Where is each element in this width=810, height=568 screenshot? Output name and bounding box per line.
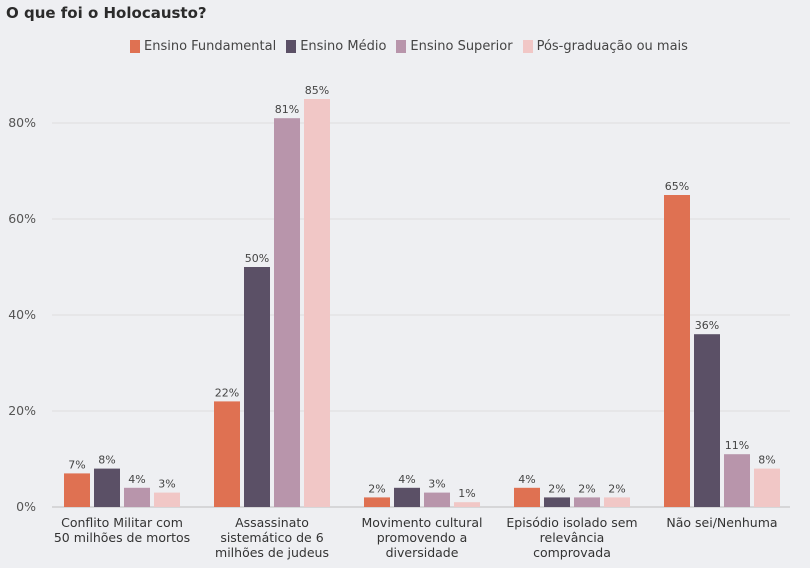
bar-value-label: 3% — [158, 478, 175, 491]
category-label: Episódio isolado sem relevância comprovada — [506, 515, 637, 560]
bar — [724, 454, 750, 507]
legend-label: Ensino Médio — [300, 38, 387, 54]
bar — [664, 195, 690, 507]
bar — [544, 497, 570, 507]
bar — [64, 473, 90, 507]
bar — [694, 334, 720, 507]
bar — [424, 492, 450, 507]
bar — [214, 401, 240, 507]
bar — [574, 497, 600, 507]
bar-value-label: 50% — [245, 252, 269, 265]
bar-value-label: 4% — [518, 473, 535, 486]
bar-value-label: 11% — [725, 439, 749, 452]
legend-swatch — [396, 39, 407, 53]
legend-item: Ensino Médio — [286, 39, 386, 54]
bar — [304, 99, 330, 507]
bar-value-label: 2% — [548, 482, 565, 495]
bar-value-label: 2% — [368, 482, 385, 495]
bar-value-label: 65% — [665, 180, 689, 193]
category-label: Não sei/Nenhuma — [666, 515, 777, 530]
bar-value-label: 4% — [398, 473, 415, 486]
legend: Ensino Fundamental Ensino Médio Ensino Sup… — [130, 37, 698, 55]
bar-value-label: 85% — [305, 84, 329, 97]
legend-item: Pós-graduação ou mais — [522, 38, 688, 54]
bar — [154, 492, 180, 507]
bar — [124, 487, 150, 507]
y-tick-label: 80% — [8, 115, 36, 130]
bar-value-label: 1% — [458, 487, 475, 500]
y-tick-label: 20% — [8, 403, 36, 418]
bar-value-label: 2% — [608, 482, 625, 495]
legend-label: Pós-graduação ou mais — [536, 38, 688, 54]
category-label: Assassinato sistemático de 6 milhões de ju… — [215, 515, 329, 560]
chart-title: O que foi o Holocausto? — [6, 4, 207, 22]
legend-item: Ensino Superior — [396, 38, 513, 54]
bar — [754, 468, 780, 507]
bar-value-label: 7% — [68, 458, 85, 471]
bar-value-label: 2% — [578, 482, 595, 495]
bar — [604, 497, 630, 507]
bar — [394, 487, 420, 507]
y-tick-label: 0% — [16, 499, 36, 514]
legend-swatch — [130, 39, 140, 53]
legend-swatch — [286, 39, 297, 53]
legend-swatch — [522, 39, 533, 53]
legend-label: Ensino Superior — [410, 38, 513, 54]
bar — [274, 118, 300, 507]
bar-value-label: 81% — [275, 103, 299, 116]
legend-label: Ensino Fundamental — [144, 38, 277, 54]
bar — [514, 487, 540, 507]
category-label: Movimento cultural promovendo a diversidad… — [362, 515, 483, 560]
bar — [244, 267, 270, 507]
bar — [454, 502, 480, 507]
y-tick-label: 40% — [8, 307, 36, 322]
bar-value-label: 8% — [758, 454, 775, 467]
bar-value-label: 3% — [428, 478, 445, 491]
bar-value-label: 22% — [215, 386, 239, 399]
category-label: Conflito Militar com 50 milhões de mortos — [54, 515, 190, 545]
legend-item: Ensino Fundamental — [130, 39, 276, 54]
y-tick-label: 60% — [8, 211, 36, 226]
bar-value-label: 8% — [98, 454, 115, 467]
bar — [364, 497, 390, 507]
bar-value-label: 36% — [695, 319, 719, 332]
bar — [94, 468, 120, 507]
bar-value-label: 4% — [128, 473, 145, 486]
